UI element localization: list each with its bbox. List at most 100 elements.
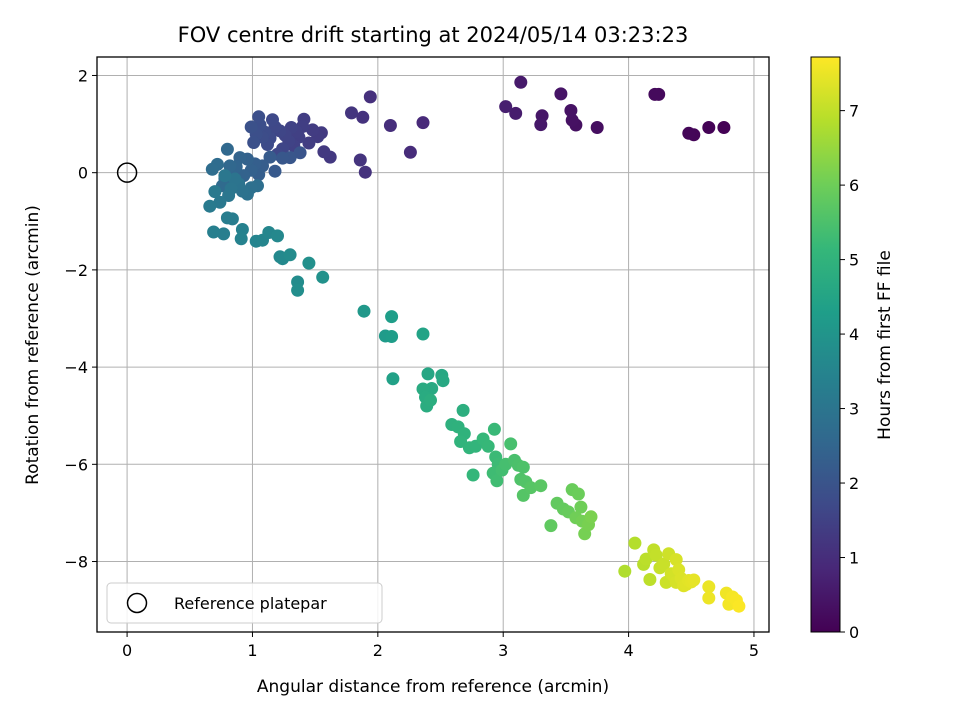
data-point	[263, 150, 277, 164]
data-point	[252, 110, 266, 124]
data-point	[220, 142, 234, 156]
data-point	[702, 580, 716, 594]
data-point	[302, 136, 316, 150]
data-point	[213, 195, 227, 209]
data-point	[649, 548, 663, 562]
y-tick-label: 2	[78, 66, 88, 85]
data-point	[639, 552, 653, 566]
data-point	[487, 422, 501, 436]
plot-frame	[96, 56, 770, 633]
data-point	[220, 211, 234, 225]
y-axis-ticks: 2 0 −2 −4 −6 −8	[64, 66, 97, 572]
data-point	[687, 573, 701, 587]
data-point	[247, 136, 261, 149]
data-point	[291, 283, 305, 297]
data-point	[564, 104, 578, 117]
data-point	[499, 100, 513, 114]
legend-marker	[126, 592, 148, 614]
colorbar	[810, 56, 841, 633]
colorbar-tick-label: 5	[849, 251, 859, 270]
grid	[97, 57, 769, 632]
data-point	[302, 256, 316, 270]
legend-label: Reference platepar	[174, 594, 327, 613]
x-tick-label: 5	[749, 641, 759, 660]
data-point	[205, 162, 219, 176]
data-point	[345, 106, 358, 120]
data-point	[717, 121, 731, 134]
data-point	[416, 327, 430, 341]
data-point	[385, 330, 399, 343]
legend: Reference platepar	[106, 582, 383, 624]
data-point	[732, 599, 746, 613]
data-point	[657, 557, 671, 571]
colorbar-tick-label: 7	[849, 102, 859, 121]
y-tick-label: −6	[64, 455, 88, 474]
data-point	[383, 119, 397, 132]
data-point	[534, 479, 548, 493]
data-point	[357, 304, 371, 318]
data-point	[385, 310, 399, 324]
data-point	[358, 165, 372, 179]
y-tick-label: −8	[64, 553, 88, 572]
data-point	[316, 270, 330, 284]
data-point	[628, 536, 642, 550]
data-point	[524, 481, 538, 495]
colorbar-tick-label: 1	[849, 549, 859, 568]
colorbar-tick-label: 3	[849, 400, 859, 419]
data-point	[421, 367, 435, 381]
x-tick-label: 0	[122, 641, 132, 660]
colorbar-tick-label: 2	[849, 474, 859, 493]
data-point	[403, 145, 417, 159]
data-point	[293, 146, 307, 160]
y-tick-label: −4	[64, 358, 88, 377]
data-point	[436, 374, 450, 388]
chart-title: FOV centre drift starting at 2024/05/14 …	[178, 23, 689, 47]
data-point	[565, 113, 579, 127]
y-axis-label: Rotation from reference (arcmin)	[23, 205, 43, 485]
data-point	[244, 120, 258, 134]
data-point	[618, 564, 632, 578]
data-point	[386, 372, 400, 386]
data-point	[702, 121, 716, 134]
x-axis-ticks: 0 1 2 3 4 5	[122, 632, 759, 660]
data-point	[207, 225, 221, 239]
data-point	[283, 248, 297, 262]
data-point	[504, 437, 518, 451]
data-point	[554, 87, 568, 101]
x-tick-label: 4	[623, 641, 633, 660]
data-point	[271, 229, 284, 243]
x-tick-label: 3	[498, 641, 508, 660]
data-point	[682, 126, 696, 140]
data-point	[509, 106, 523, 120]
data-point	[466, 468, 480, 482]
data-point	[266, 113, 279, 127]
data-point	[456, 403, 470, 417]
data-point	[490, 474, 504, 488]
colorbar-ticks: 0 1 2 3 4 5 6 7	[840, 102, 859, 642]
data-point	[516, 460, 530, 474]
colorbar-tick-label: 0	[849, 623, 859, 642]
data-point	[584, 510, 598, 524]
x-axis-label: Angular distance from reference (arcmin)	[257, 677, 609, 697]
y-tick-label: −2	[64, 261, 88, 280]
data-point	[218, 169, 232, 183]
data-point	[416, 116, 430, 130]
data-point	[643, 573, 657, 586]
data-point	[514, 75, 528, 89]
data-point	[356, 110, 370, 124]
data-point	[317, 145, 331, 159]
scatter-points	[203, 75, 746, 613]
data-point	[702, 591, 716, 605]
data-point	[276, 151, 290, 165]
data-point	[590, 121, 604, 134]
data-point	[222, 189, 236, 202]
data-point	[571, 487, 585, 501]
x-tick-label: 1	[247, 641, 257, 660]
data-point	[234, 232, 248, 246]
data-point	[534, 118, 548, 132]
data-point	[306, 123, 320, 137]
data-point	[669, 553, 683, 567]
colorbar-label: Hours from first FF file	[875, 250, 895, 440]
data-point	[223, 159, 237, 173]
data-point	[203, 199, 217, 213]
